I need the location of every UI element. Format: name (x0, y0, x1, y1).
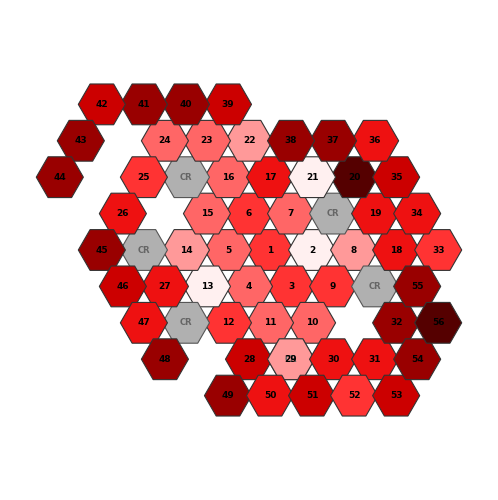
Text: 4: 4 (246, 282, 252, 291)
Text: 39: 39 (222, 100, 234, 109)
Text: 19: 19 (369, 209, 381, 218)
Text: CR: CR (137, 246, 150, 254)
Text: 55: 55 (411, 282, 423, 291)
Text: 16: 16 (222, 172, 234, 182)
Text: 17: 17 (264, 172, 276, 182)
Text: 38: 38 (285, 136, 297, 145)
Text: 10: 10 (306, 318, 318, 328)
Text: 14: 14 (180, 246, 192, 254)
Text: CR: CR (369, 282, 381, 291)
Text: CR: CR (180, 172, 192, 182)
Text: 42: 42 (96, 100, 108, 109)
Text: 45: 45 (96, 246, 108, 254)
Text: 9: 9 (330, 282, 336, 291)
Text: 8: 8 (351, 246, 357, 254)
Text: 24: 24 (158, 136, 171, 145)
Text: 22: 22 (243, 136, 255, 145)
Text: 37: 37 (327, 136, 340, 145)
Text: 23: 23 (201, 136, 213, 145)
Text: 25: 25 (137, 172, 150, 182)
Text: 33: 33 (432, 246, 444, 254)
Text: 15: 15 (201, 209, 213, 218)
Text: 18: 18 (390, 246, 402, 254)
Text: 48: 48 (158, 354, 171, 364)
Text: 41: 41 (137, 100, 150, 109)
Text: 54: 54 (411, 354, 423, 364)
Text: CR: CR (327, 209, 340, 218)
Text: 47: 47 (137, 318, 150, 328)
Text: 28: 28 (243, 354, 255, 364)
Text: 31: 31 (369, 354, 381, 364)
Text: 11: 11 (264, 318, 276, 328)
Text: 7: 7 (288, 209, 294, 218)
Text: 29: 29 (285, 354, 297, 364)
Text: 43: 43 (75, 136, 87, 145)
Text: 21: 21 (306, 172, 318, 182)
Text: 13: 13 (201, 282, 213, 291)
Text: 36: 36 (369, 136, 381, 145)
Text: CR: CR (180, 318, 192, 328)
Text: 12: 12 (222, 318, 234, 328)
Text: 32: 32 (390, 318, 402, 328)
Text: 2: 2 (309, 246, 315, 254)
Text: 5: 5 (225, 246, 231, 254)
Text: 26: 26 (117, 209, 129, 218)
Text: 44: 44 (53, 172, 66, 182)
Text: 30: 30 (327, 354, 339, 364)
Text: 6: 6 (246, 209, 252, 218)
Text: 53: 53 (390, 391, 402, 400)
Text: 50: 50 (264, 391, 276, 400)
Text: 35: 35 (390, 172, 402, 182)
Text: 49: 49 (222, 391, 235, 400)
Text: CR: CR (285, 354, 297, 364)
Text: 52: 52 (348, 391, 361, 400)
Text: 27: 27 (158, 282, 171, 291)
Text: 3: 3 (288, 282, 294, 291)
Text: 56: 56 (432, 318, 444, 328)
Text: 51: 51 (306, 391, 318, 400)
Text: 46: 46 (117, 282, 129, 291)
Text: 34: 34 (411, 209, 423, 218)
Text: 20: 20 (348, 172, 360, 182)
Text: 40: 40 (180, 100, 192, 109)
Text: 1: 1 (267, 246, 273, 254)
